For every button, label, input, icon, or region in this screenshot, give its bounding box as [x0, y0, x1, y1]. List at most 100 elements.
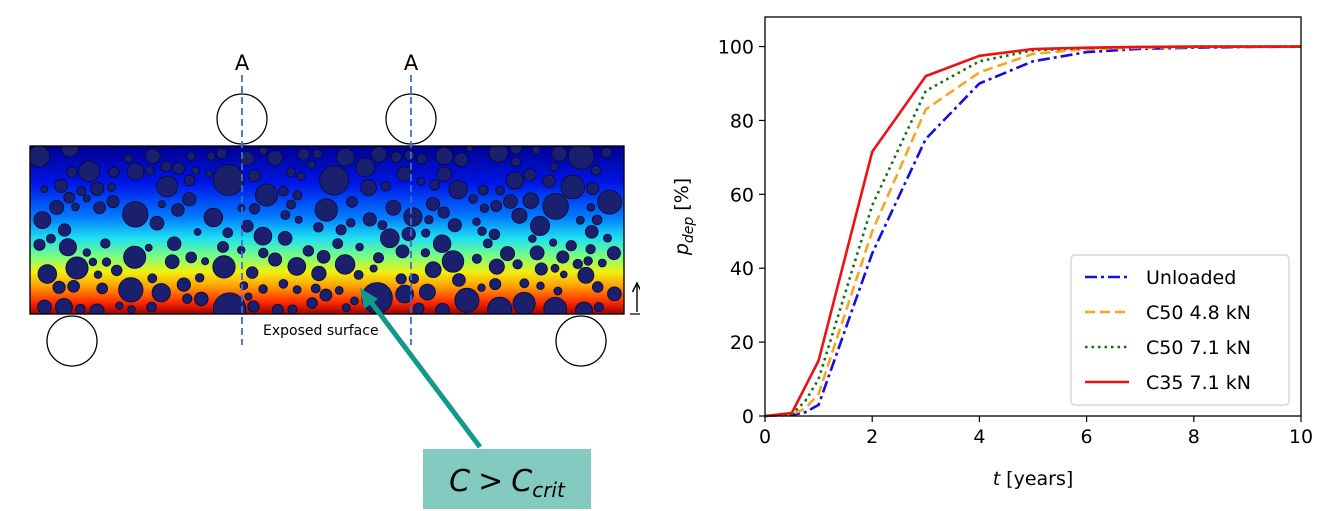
critical-concentration-label: C > Ccrit: [449, 464, 566, 502]
aggregate-particle: [241, 219, 254, 233]
aggregate-particle: [292, 190, 303, 201]
critical-arrow: [360, 288, 482, 449]
x-tick-label: 10: [1289, 426, 1313, 448]
aggregate-particle: [278, 278, 289, 289]
aggregate-particle: [271, 304, 284, 314]
aggregate-particle: [277, 231, 293, 246]
aggregate-particle: [528, 234, 537, 243]
x-tick-label: 0: [759, 426, 771, 448]
aggregate-particle: [311, 265, 327, 282]
aggregate-particle: [572, 258, 583, 270]
aggregate-particle: [193, 228, 202, 236]
aggregate-particle: [420, 248, 430, 258]
aggregate-particle: [603, 233, 612, 243]
aggregate-particle: [222, 227, 234, 239]
aggregate-particle: [336, 148, 355, 167]
aggregate-particle: [156, 175, 179, 198]
aggregate-particle: [203, 207, 224, 228]
aggregate-particle: [314, 198, 338, 222]
aggregate-particle: [597, 189, 622, 215]
aggregate-particle: [93, 270, 103, 279]
x-tick-label: 4: [973, 426, 985, 448]
aggregate-particle: [316, 249, 331, 264]
legend-label-1: C50 4.8 kN: [1146, 302, 1251, 324]
aggregate-particle: [206, 151, 216, 161]
aggregate-particle: [212, 292, 247, 314]
aggregate-particle: [61, 146, 79, 158]
aggregate-particle: [172, 162, 185, 175]
aggregate-particle: [413, 302, 425, 314]
aggregate-particle: [522, 192, 540, 209]
aggregate-particle: [67, 279, 80, 293]
aggregate-particle: [583, 256, 593, 266]
aggregate-particle: [205, 169, 214, 178]
aggregate-particle: [477, 226, 487, 236]
aggregate-particle: [341, 303, 351, 313]
aggregate-particle: [65, 256, 89, 280]
aggregate-particle: [248, 203, 260, 215]
aggregate-particle: [310, 283, 321, 294]
aggregate-particle: [543, 297, 567, 314]
aggregate-particle: [75, 303, 86, 314]
aggregate-particle: [553, 286, 563, 296]
aggregate-particle: [472, 217, 481, 226]
aggregate-particle: [591, 214, 603, 226]
aggregate-particle: [403, 207, 423, 227]
aggregate-particle: [166, 236, 182, 251]
aggregate-particle: [505, 171, 524, 190]
aggregate-particle: [377, 220, 388, 231]
aggregate-particle: [436, 166, 452, 182]
aggregate-particle: [511, 207, 528, 224]
aggregate-particle: [164, 254, 180, 270]
aggregate-particle: [488, 146, 509, 163]
aggregate-particle: [385, 200, 402, 216]
aggregate-particle: [403, 149, 416, 161]
x-tick-label: 2: [866, 426, 878, 448]
aggregate-particle: [186, 151, 196, 161]
aggregate-particle: [90, 181, 105, 196]
aggregate-particle: [355, 157, 376, 178]
aggregate-particle: [58, 238, 77, 257]
aggregate-particle: [590, 164, 602, 176]
aggregate-particle: [542, 193, 569, 220]
aggregate-particle: [395, 244, 410, 259]
aggregate-particle: [157, 200, 166, 209]
aggregate-particle: [574, 301, 594, 314]
aggregate-particle: [479, 203, 490, 214]
aggregate-particle: [370, 146, 388, 163]
aggregate-particle: [592, 281, 604, 293]
aggregate-particle: [57, 223, 72, 237]
aggregate-particle: [88, 257, 98, 267]
y-tick-label: 100: [718, 37, 754, 59]
aggregate-particle: [396, 166, 413, 183]
aggregate-particle: [601, 147, 613, 159]
aggregate-particle: [512, 259, 523, 270]
aggregate-particle: [306, 160, 316, 170]
aggregate-particle: [30, 146, 50, 168]
aggregate-particle: [145, 165, 155, 176]
aggregate-particle: [268, 252, 283, 267]
aggregate-particle: [55, 298, 73, 314]
aggregate-particle: [217, 241, 229, 253]
section-label-right: A: [404, 51, 419, 75]
aggregate-particle: [490, 200, 503, 212]
aggregate-particle: [258, 247, 269, 259]
aggregate-particle: [487, 296, 513, 314]
exposed-surface-label: Exposed surface: [263, 323, 379, 339]
aggregate-particle: [245, 266, 259, 279]
aggregate-particle: [471, 253, 482, 264]
aggregate-particle: [448, 180, 468, 200]
aggregate-particle: [534, 262, 548, 276]
aggregate-particle: [549, 162, 559, 172]
aggregate-particle: [296, 171, 306, 181]
legend-label-3: C35 7.1 kN: [1146, 372, 1251, 394]
aggregate-particle: [151, 283, 171, 303]
aggregate-particle: [560, 174, 586, 200]
aggregate-particle: [477, 184, 489, 196]
aggregate-particle: [421, 228, 431, 238]
aggregate-particle: [429, 179, 441, 191]
aggregate-particle: [312, 148, 323, 159]
aggregate-particle: [390, 151, 403, 163]
aggregate-particle: [106, 195, 120, 209]
aggregate-particle: [123, 153, 133, 163]
